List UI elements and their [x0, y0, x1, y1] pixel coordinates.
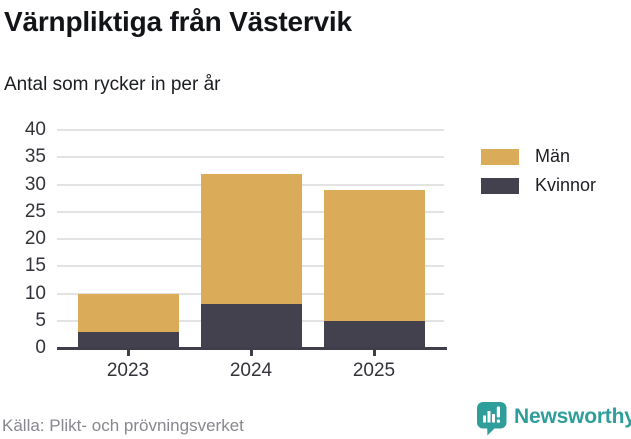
y-axis-tick-label: 25 — [24, 200, 46, 222]
legend-label: Kvinnor — [535, 175, 597, 195]
gridline-35 — [57, 156, 444, 159]
newsworthy-wordmark: Newsworthy — [514, 405, 631, 428]
y-axis-tick-label: 15 — [24, 255, 46, 277]
x-axis-tick-label: 2023 — [106, 360, 150, 381]
y-axis-tick-label: 0 — [35, 337, 46, 358]
page-title: Värnpliktiga från Västervik — [4, 6, 352, 37]
x-axis-tick-label: 2024 — [229, 360, 273, 381]
bar-segment-kvinnor-2023 — [77, 331, 179, 348]
y-axis-tick-label: 30 — [24, 173, 46, 195]
bar-segment-kvinnor-2025 — [323, 320, 425, 348]
y-axis-tick-label: 5 — [35, 309, 46, 331]
legend-swatch — [481, 148, 519, 165]
newsworthy-chart-speech-bubble-icon — [477, 402, 507, 436]
chart-subtitle: Antal som rycker in per år — [4, 74, 221, 95]
y-axis-tick-label: 40 — [24, 119, 46, 140]
newsworthy-logo[interactable]: Newsworthy — [477, 402, 631, 436]
legend-item-kvinnor: Kvinnor — [481, 175, 596, 196]
bar-segment-män-2023 — [77, 293, 179, 332]
x-axis-tick — [126, 349, 130, 356]
legend-item-män: Män — [481, 146, 596, 167]
gridline-40 — [57, 129, 444, 131]
bar-segment-kvinnor-2024 — [200, 304, 302, 348]
legend-label: Män — [535, 146, 571, 166]
x-axis-line — [57, 346, 447, 350]
source-note: Källa: Plikt- och prövningsverket — [2, 416, 244, 435]
x-axis-tick — [372, 349, 376, 356]
y-axis-tick-label: 10 — [24, 282, 46, 304]
bar-segment-män-2025 — [323, 189, 425, 321]
legend: Män Kvinnor — [481, 146, 596, 204]
bar-segment-män-2024 — [200, 173, 302, 305]
legend-swatch — [481, 177, 519, 194]
y-axis-tick-label: 20 — [24, 228, 46, 249]
x-axis-tick — [249, 349, 253, 356]
x-axis-tick-label: 2025 — [352, 360, 396, 381]
y-axis-tick-label: 35 — [24, 146, 46, 168]
